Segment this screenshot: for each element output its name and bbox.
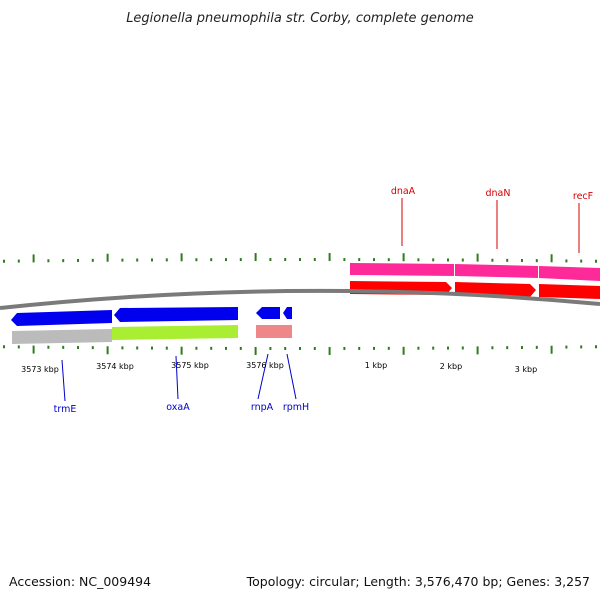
- gene-label-rnpA[interactable]: rnpA: [251, 402, 274, 413]
- tick-label: 3574 kbp: [96, 362, 134, 371]
- leader-line: [175, 355, 179, 400]
- reverse-strand-features: [11, 307, 292, 344]
- tick-label: 3576 kbp: [246, 361, 284, 370]
- tick-label: 3575 kbp: [171, 361, 209, 370]
- leader-line: [61, 359, 66, 402]
- gene-label-oxaA[interactable]: oxaA: [166, 402, 190, 413]
- tick-label: 3573 kbp: [21, 365, 59, 374]
- gene-label-recF[interactable]: recF: [573, 191, 593, 202]
- accession-text: Accession: NC_009494: [9, 574, 151, 589]
- cds-feature-oxaA[interactable]: [112, 325, 238, 340]
- gene-feature-trmE[interactable]: [11, 310, 112, 326]
- map-title: Legionella pneumophila str. Corby, compl…: [126, 11, 474, 26]
- tick-row-top: [3, 253, 597, 263]
- topology-summary: Topology: circular; Length: 3,576,470 bp…: [246, 574, 590, 589]
- gene-label-rpmH[interactable]: rpmH: [283, 402, 309, 413]
- gene-label-dnaA[interactable]: dnaA: [391, 186, 416, 197]
- gene-feature-oxaA[interactable]: [114, 307, 238, 322]
- genome-backbone: [0, 288, 600, 310]
- cds-feature-recF[interactable]: [539, 266, 600, 281]
- leader-line: [286, 353, 297, 400]
- tick-labels: 3573 kbp 3574 kbp 3575 kbp 3576 kbp 1 kbp 2 k…: [21, 361, 537, 374]
- tick-row-bottom: [3, 345, 597, 355]
- gene-label-trmE[interactable]: trmE: [54, 404, 77, 415]
- gene-feature-rnpA[interactable]: [256, 307, 280, 319]
- tick-label: 3 kbp: [515, 365, 537, 374]
- label-leaders: [61, 198, 580, 402]
- unannotated-region: [12, 329, 112, 344]
- rna-feature-rnpA[interactable]: [256, 325, 292, 338]
- gene-feature-rpmH[interactable]: [283, 307, 292, 319]
- cds-feature-dnaA[interactable]: [350, 263, 454, 276]
- tick-label: 1 kbp: [365, 361, 387, 370]
- gene-labels: dnaA dnaN recF trmE oxaA rnpA rpmH: [54, 186, 593, 415]
- gene-feature-recF[interactable]: [539, 284, 600, 299]
- leader-line: [257, 353, 269, 400]
- gene-label-dnaN[interactable]: dnaN: [486, 188, 511, 199]
- tick-label: 2 kbp: [440, 362, 462, 371]
- cds-feature-dnaN[interactable]: [455, 264, 538, 278]
